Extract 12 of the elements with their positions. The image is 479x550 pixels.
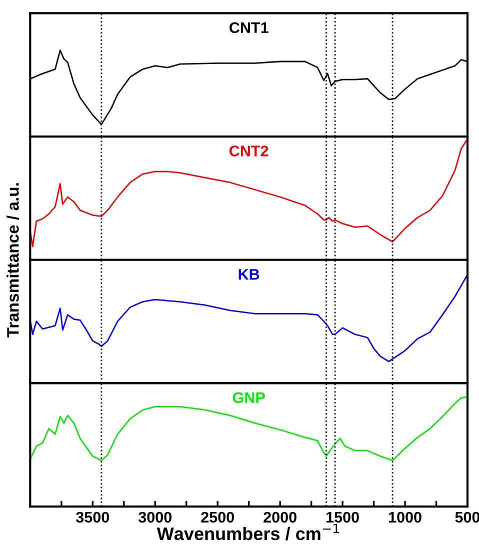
x-tick-label: 1000 — [389, 512, 422, 523]
chart-title: KB — [238, 269, 260, 280]
chart-title: GNP — [232, 392, 265, 404]
x-tick-label: 2500 — [201, 512, 234, 523]
chart-title: CNT2 — [230, 146, 268, 156]
y-axis-title: Transmittance / a.u. — [6, 183, 20, 338]
x-tick-label: 3500 — [76, 512, 110, 523]
x-tick-label: 3000 — [138, 512, 172, 523]
x-tick-label: 2000 — [264, 512, 296, 523]
x-axis-title: Wavenumbers / cm$^{−1}$ — [156, 524, 340, 540]
chart-title: CNT1 — [230, 22, 268, 34]
x-tick-label: 1500 — [326, 512, 359, 523]
